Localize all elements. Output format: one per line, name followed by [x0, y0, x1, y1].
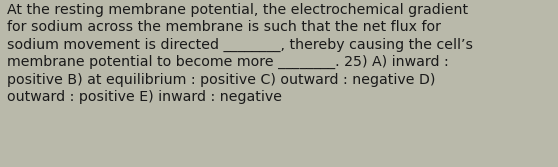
- Text: At the resting membrane potential, the electrochemical gradient
for sodium acros: At the resting membrane potential, the e…: [7, 3, 473, 104]
